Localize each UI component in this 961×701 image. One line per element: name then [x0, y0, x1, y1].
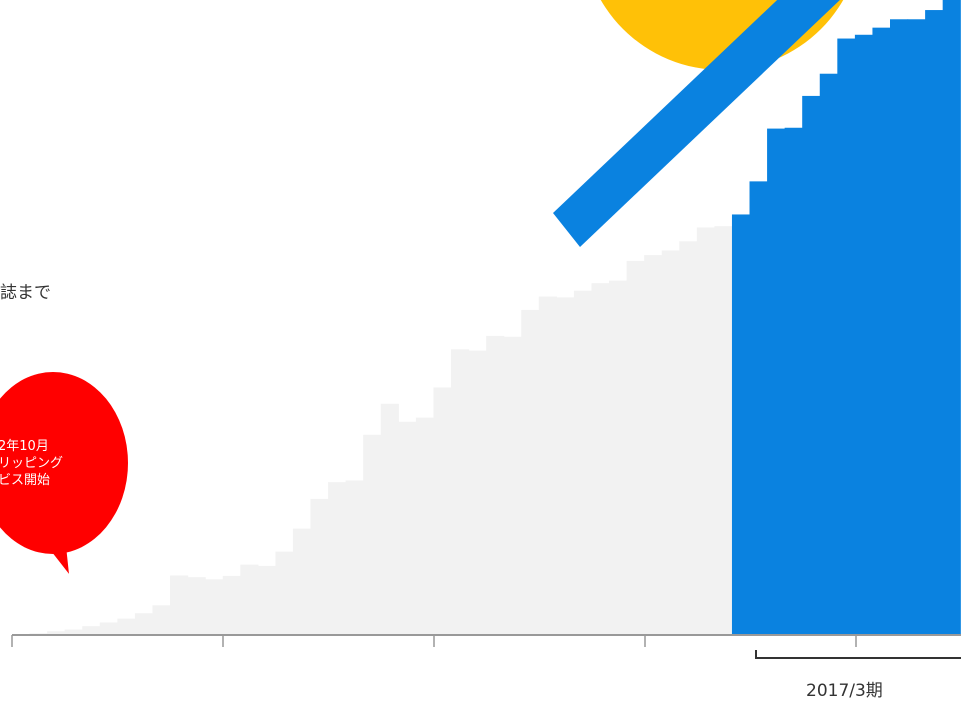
past-bar	[538, 296, 557, 635]
current-period-bar	[837, 38, 856, 636]
past-bar	[47, 631, 66, 635]
current-period-bar	[784, 127, 803, 635]
past-bar	[64, 629, 83, 635]
current-period-bar	[890, 19, 909, 635]
past-bar	[257, 565, 276, 635]
past-bar	[380, 403, 399, 635]
side-caption-text: 誌まで	[0, 283, 51, 303]
past-bar	[99, 622, 118, 635]
past-bar	[591, 283, 610, 635]
past-bar	[328, 482, 347, 635]
current-period-bar	[749, 181, 768, 635]
past-bar	[82, 626, 101, 635]
past-bar	[661, 250, 680, 636]
past-bar	[451, 349, 470, 635]
past-bar	[521, 309, 540, 635]
past-bar	[310, 498, 329, 635]
past-bar	[222, 575, 241, 635]
past-bar	[170, 575, 189, 635]
callout-text: 2年10月 リッピング ビス開始	[0, 438, 108, 489]
current-period-bar	[872, 27, 891, 635]
current-period-bar	[854, 34, 874, 635]
past-bar	[398, 421, 417, 635]
bars-layer	[12, 0, 961, 636]
x-axis-ticks	[11, 635, 857, 647]
decoration-layer	[553, 0, 844, 247]
past-bar	[205, 579, 224, 635]
rocket-trail-decoration	[553, 0, 840, 247]
current-period-bar	[802, 95, 821, 636]
past-bar	[152, 605, 171, 635]
past-bar	[556, 297, 575, 635]
past-bar	[363, 434, 382, 635]
current-period-bar	[819, 73, 838, 636]
callout-line-1: 2年10月	[0, 439, 49, 454]
past-bar	[117, 618, 136, 635]
past-bar	[679, 241, 698, 635]
current-period-bar	[942, 0, 961, 635]
past-bar	[503, 336, 522, 635]
service-launch-callout: 2年10月 リッピング ビス開始	[0, 372, 128, 580]
callout-circle	[0, 372, 128, 554]
past-bar	[292, 528, 312, 635]
past-bar	[714, 226, 733, 635]
past-bar	[134, 613, 154, 635]
past-bar	[609, 280, 628, 635]
past-bar	[433, 387, 452, 635]
past-bar	[240, 564, 259, 635]
current-period-bar	[731, 214, 751, 635]
callout-line-2: リッピング	[0, 456, 64, 471]
past-bar	[626, 260, 645, 635]
current-period-bar	[767, 128, 786, 635]
past-bar	[573, 290, 593, 635]
past-bar	[696, 227, 715, 635]
callout-line-3: ビス開始	[0, 473, 51, 488]
period-label-2017-3: 2017/3期	[806, 681, 883, 701]
past-bar	[275, 551, 294, 635]
past-bar	[644, 255, 663, 635]
past-bar	[415, 417, 435, 635]
period-bracket	[755, 650, 961, 659]
past-bar	[486, 335, 505, 635]
past-bar	[468, 350, 487, 635]
past-bar	[187, 577, 206, 635]
current-period-bar	[925, 10, 944, 636]
past-bar	[345, 480, 364, 635]
current-period-bar	[907, 19, 926, 635]
